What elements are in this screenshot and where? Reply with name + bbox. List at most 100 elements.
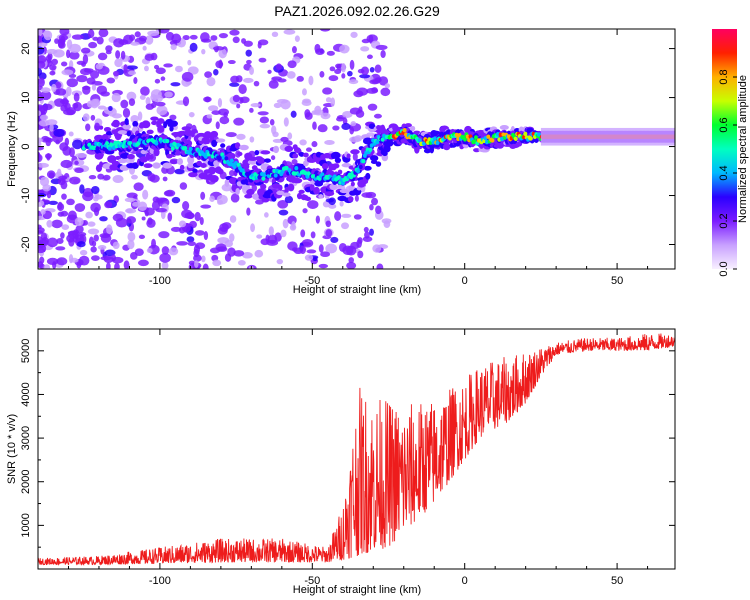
spectrogram-cell xyxy=(170,43,177,51)
spectrogram-cell xyxy=(380,87,391,97)
spectrogram-cell xyxy=(315,48,325,56)
spectrogram-cell xyxy=(126,130,131,137)
spectrogram-cell xyxy=(372,244,382,253)
spectrogram-cell xyxy=(161,261,169,269)
colorbar-tick-label: 0.6 xyxy=(718,117,730,132)
spectrogram-cell xyxy=(375,140,380,145)
spectrogram-cell xyxy=(194,230,205,236)
spectrogram-cell xyxy=(111,113,123,119)
spectrogram-cell xyxy=(38,35,42,44)
spectrogram-cell xyxy=(305,147,312,152)
spectrogram-cell xyxy=(349,59,355,70)
snr-axes: -100 -50 0 50 1000 2000 3000 4000 5000 xyxy=(20,328,675,587)
spectrogram-cell xyxy=(218,33,229,39)
spectrogram-cell xyxy=(537,132,542,137)
spectrogram-cell xyxy=(255,199,264,205)
colorbar-tick-label: 0.4 xyxy=(718,165,730,180)
spectrogram-cell xyxy=(330,236,339,243)
spectrogram-cell xyxy=(318,194,324,199)
spectrogram-cell xyxy=(374,64,382,73)
spectrogram-cell xyxy=(349,126,355,135)
spectrogram-cell xyxy=(75,153,88,158)
spectrogram-cell xyxy=(308,75,314,86)
spectrogram-cell xyxy=(155,208,168,213)
spectrogram-cell xyxy=(284,195,294,204)
spectrogram-cell xyxy=(61,69,74,76)
spectrogram-cell xyxy=(294,35,300,43)
spectrogram-xtick-label: -50 xyxy=(304,275,320,287)
spectrogram-cell xyxy=(314,181,324,187)
spectrogram-cell xyxy=(138,35,147,42)
spectrogram-cell xyxy=(97,245,107,250)
spectrogram-cell xyxy=(66,86,72,97)
spectrogram-cell xyxy=(126,65,138,70)
spectrogram-cell xyxy=(40,208,46,215)
colorbar-tick-label: 0.8 xyxy=(718,69,730,84)
colorbar-tick-label: 0.2 xyxy=(718,213,730,228)
spectrogram-cell xyxy=(278,209,289,216)
spectrogram-cell xyxy=(102,146,107,151)
spectrogram-cell xyxy=(87,221,96,227)
spectrogram-cell xyxy=(69,176,81,185)
spectrogram-cell xyxy=(138,234,146,240)
spectrogram-cell xyxy=(370,155,379,162)
snr-frame xyxy=(37,328,676,570)
spectrogram-cell xyxy=(348,79,359,85)
spectrogram-cell xyxy=(301,88,307,96)
spectrogram-cell xyxy=(162,176,168,182)
spectrogram-cell xyxy=(329,66,336,72)
spectrogram-cell xyxy=(350,121,357,127)
spectrogram-cell xyxy=(117,130,128,135)
spectrogram-cell xyxy=(115,50,121,59)
spectrogram-cell xyxy=(51,58,59,66)
spectrogram-cell xyxy=(284,145,294,153)
spectrogram-cell xyxy=(133,182,144,191)
spectrogram-cell xyxy=(170,82,181,87)
spectrogram-cell xyxy=(130,41,140,46)
spectrogram-cell xyxy=(72,102,79,109)
spectrogram-cell xyxy=(150,89,162,99)
spectrogram-cell xyxy=(341,62,346,73)
spectrogram-cell xyxy=(66,234,75,243)
spectrogram-cell xyxy=(404,123,412,128)
spectrogram-cell xyxy=(178,220,187,228)
spectrogram-cell xyxy=(144,53,155,61)
spectrogram-cell xyxy=(326,50,335,56)
spectrogram-cell xyxy=(217,97,223,108)
spectrogram-cell xyxy=(229,233,235,242)
spectrogram-cell xyxy=(41,237,49,246)
spectrogram-cell xyxy=(369,228,374,236)
spectrogram-cell xyxy=(139,156,148,163)
colorbar-bar xyxy=(712,29,737,269)
spectrogram-cell xyxy=(320,251,331,258)
spectrogram-cell xyxy=(232,36,240,44)
spectrogram-cell xyxy=(232,164,237,170)
spectrogram-cell xyxy=(188,146,193,152)
spectrogram-cell xyxy=(236,133,246,140)
spectrogram-cell xyxy=(229,215,237,223)
spectrogram-cell xyxy=(86,100,95,108)
spectrogram-cell xyxy=(200,163,207,168)
spectrogram-cell xyxy=(303,160,309,167)
spectrogram-cell xyxy=(540,127,675,146)
spectrogram-cell xyxy=(93,196,99,202)
spectrogram-cell xyxy=(282,192,291,197)
spectrogram-cell xyxy=(238,84,247,95)
spectrogram-cell xyxy=(94,122,101,132)
spectrogram-cell xyxy=(334,211,342,221)
spectrogram-cell xyxy=(105,45,113,52)
spectrogram-cell xyxy=(273,102,282,109)
spectrogram-cell xyxy=(229,82,240,87)
spectrogram-cell xyxy=(257,188,266,196)
spectrogram-cell xyxy=(409,125,416,132)
spectrogram-cell xyxy=(417,138,422,143)
spectrogram-cell xyxy=(270,155,276,161)
spectrogram-cell xyxy=(224,156,229,161)
spectrogram-cell xyxy=(51,83,57,93)
spectrogram-cell xyxy=(56,168,62,177)
spectrogram-cell xyxy=(332,125,340,131)
spectrogram-cell xyxy=(283,117,289,127)
spectrogram-cell xyxy=(350,149,360,155)
spectrogram-xlabel: Height of straight line (km) xyxy=(293,284,421,296)
spectrogram-cell xyxy=(499,125,509,130)
